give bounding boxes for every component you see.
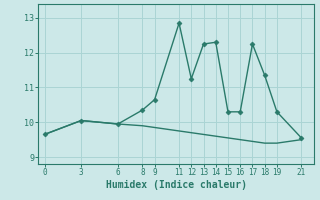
X-axis label: Humidex (Indice chaleur): Humidex (Indice chaleur): [106, 180, 246, 190]
